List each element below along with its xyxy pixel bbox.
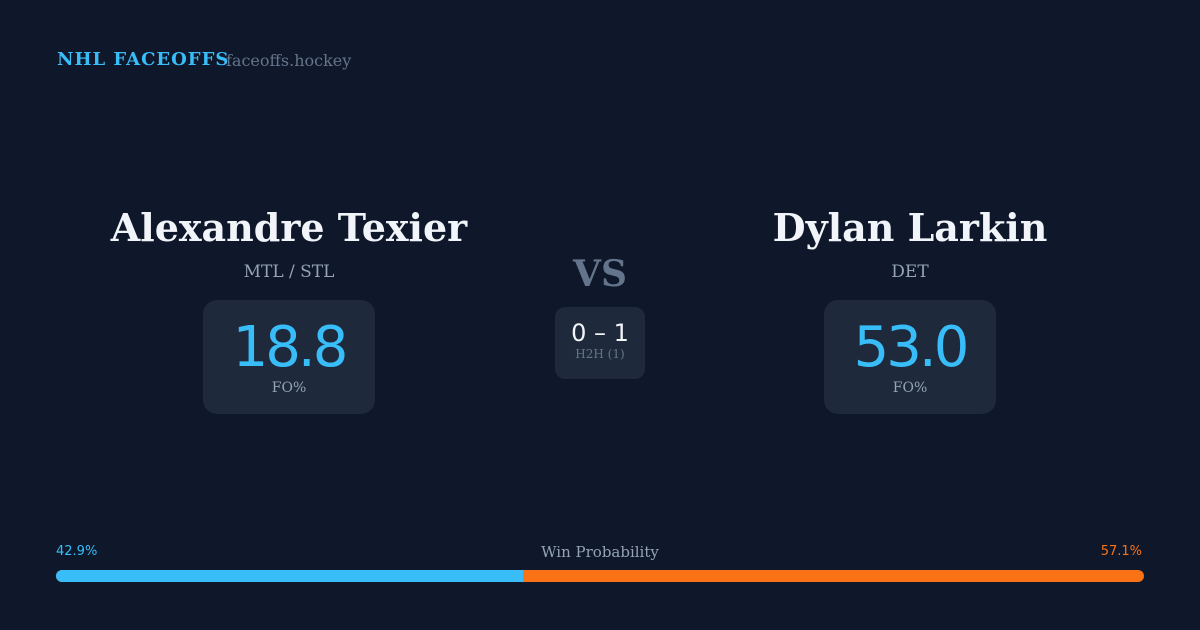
player-team: DET — [891, 262, 929, 282]
player-name: Dylan Larkin — [772, 205, 1048, 250]
h2h-label: H2H (1) — [575, 347, 625, 361]
win-prob-bar — [56, 570, 1144, 582]
right-win-prob: 57.1% — [1100, 544, 1142, 559]
h2h-score: 0 – 1 — [571, 319, 629, 347]
h2h-card: 0 – 1 H2H (1) — [555, 307, 645, 379]
fo-value: 53.0 — [853, 315, 970, 380]
vs-label: VS — [573, 253, 627, 295]
left-player: Alexandre Texier MTL / STL 18.8 FO% — [69, 205, 509, 414]
win-prob-label: Win Probability — [541, 543, 659, 561]
win-prob-bar-left — [56, 570, 523, 582]
site-url: faceoffs.hockey — [226, 51, 352, 70]
player-name: Alexandre Texier — [110, 205, 468, 250]
player-team: MTL / STL — [243, 262, 335, 282]
left-win-prob: 42.9% — [56, 544, 98, 559]
fo-card: 53.0 FO% — [823, 300, 997, 414]
brand-logo: NHL FACEOFFS — [57, 49, 230, 70]
fo-label: FO% — [892, 380, 928, 396]
fo-label: FO% — [271, 380, 307, 396]
fo-card: 18.8 FO% — [202, 300, 376, 414]
right-player: Dylan Larkin DET 53.0 FO% — [690, 205, 1130, 414]
fo-value: 18.8 — [232, 315, 349, 380]
